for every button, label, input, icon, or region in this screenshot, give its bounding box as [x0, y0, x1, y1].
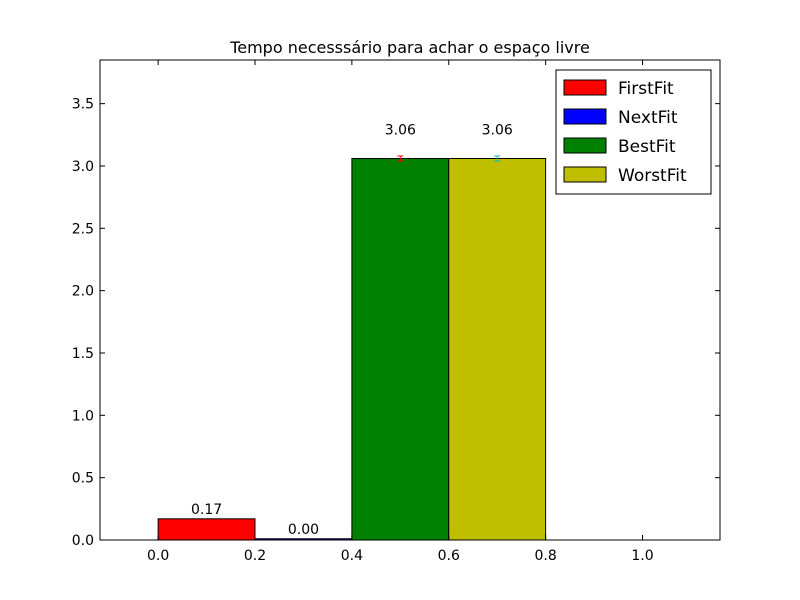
y-tick-label: 0.5 — [72, 471, 94, 487]
bar-worstfit — [448, 157, 547, 541]
legend-label-worstfit: WorstFit — [618, 166, 687, 186]
legend-label-bestfit: BestFit — [618, 137, 676, 157]
x-tick-label: 0.6 — [438, 548, 460, 564]
y-tick-label: 1.0 — [72, 408, 94, 424]
bar-bestfit — [351, 157, 450, 541]
legend-swatch-worstfit — [563, 166, 607, 183]
x-tick-label: 0.8 — [534, 548, 556, 564]
legend-swatch-bestfit — [563, 137, 607, 154]
y-tick-label: 3.5 — [72, 97, 94, 113]
x-tick-label: 1.0 — [631, 548, 653, 564]
y-tick-label: 2.5 — [72, 221, 94, 237]
x-tick-label: 0.0 — [147, 548, 169, 564]
y-tick-label: 3.0 — [72, 159, 94, 175]
x-tick-label: 0.2 — [244, 548, 266, 564]
y-tick-label: 1.5 — [72, 346, 94, 362]
data-label-nextfit: 0.00 — [288, 522, 319, 538]
axes-frame — [99, 59, 721, 541]
legend-swatch-firstfit — [563, 79, 607, 96]
data-label-bestfit: 3.06 — [385, 122, 416, 138]
x-tick-label: 0.4 — [341, 548, 363, 564]
legend-label-firstfit: FirstFit — [618, 79, 674, 99]
legend-label-nextfit: NextFit — [618, 108, 678, 128]
data-label-firstfit: 0.17 — [191, 502, 222, 518]
legend: FirstFit NextFit BestFit WorstFit — [555, 69, 712, 195]
bar-firstfit — [157, 518, 256, 541]
data-label-worstfit: 3.06 — [482, 122, 513, 138]
chart-title: Tempo necesssário para achar o espaço li… — [229, 38, 590, 57]
legend-swatch-nextfit — [563, 108, 607, 125]
plot-area: 0.17 0.00 3.06 3.06 0.0 0.2 0.4 0.6 0.8 1.0 0.0 0.5… — [72, 59, 721, 564]
y-tick-label: 0.0 — [72, 533, 94, 549]
y-tick-label: 2.0 — [72, 284, 94, 300]
